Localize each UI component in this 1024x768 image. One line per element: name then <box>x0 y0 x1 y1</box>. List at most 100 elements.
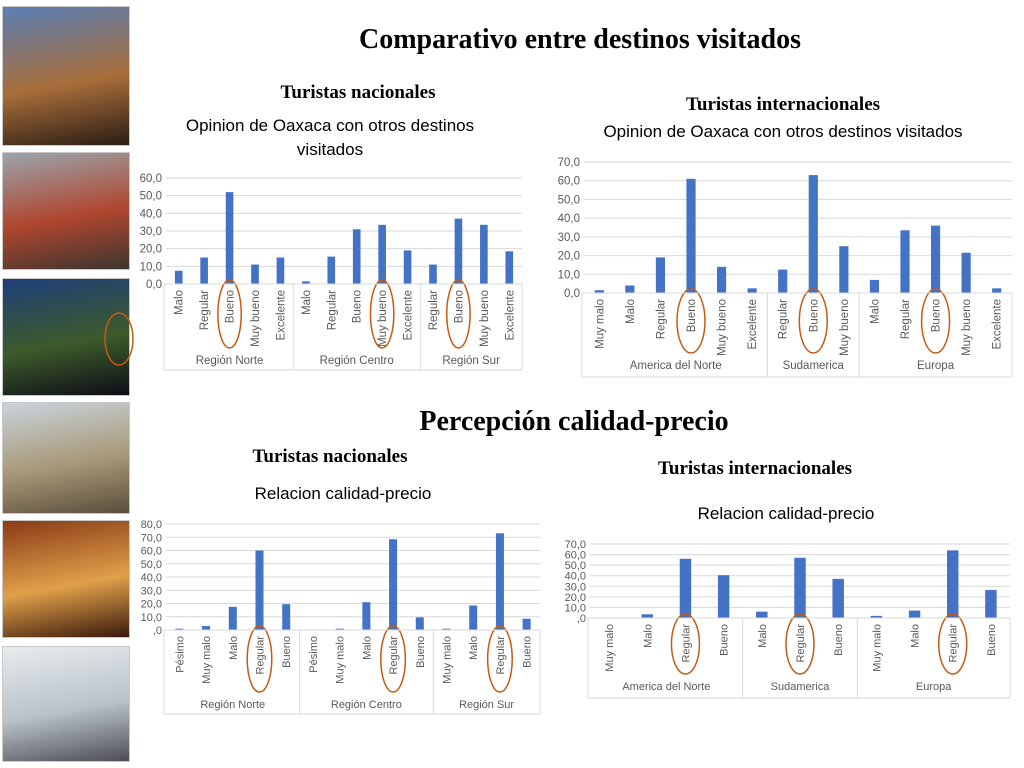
group-label: Sudamerica <box>771 681 831 693</box>
x-tick-label: Regular <box>655 299 667 339</box>
bar <box>378 224 386 284</box>
x-tick-label: Malo <box>228 636 240 660</box>
highlight-circle <box>785 613 815 675</box>
label-turistas-nacionales-1: Turistas nacionales <box>280 82 436 103</box>
x-tick-label: Bueno <box>931 299 943 332</box>
x-tick-label: Muy bueno <box>717 299 729 356</box>
bar <box>403 250 412 284</box>
y-tick-label: 40,0 <box>140 208 162 220</box>
bar <box>228 606 237 630</box>
chart-calidad-nacionales: ,010,020,0 30,040,050,060,0 70,080,0 Pésimo… <box>141 519 541 715</box>
bar <box>747 288 757 293</box>
photo-hotel-room <box>2 520 130 638</box>
x-tick-label: Regular <box>948 624 960 663</box>
group-label: Región Sur <box>459 699 514 711</box>
category-frame <box>587 617 1011 699</box>
group-label: Región Centro <box>331 699 402 711</box>
bar <box>900 230 910 293</box>
bar <box>686 178 696 293</box>
x-tick-label: Excelente <box>504 290 516 341</box>
x-tick-label: Regular <box>255 636 267 675</box>
group-label: Europa <box>917 360 955 372</box>
bar <box>352 229 361 284</box>
bar <box>255 550 264 630</box>
y-tick-label: 60,0 <box>140 173 162 185</box>
group-label: Europa <box>916 681 952 693</box>
y-tick-label: 40,0 <box>558 213 580 225</box>
highlight-circle <box>937 613 968 675</box>
chart-title-opinion-internacionales: Opinion de Oaxaca con otros destinos vis… <box>603 122 963 141</box>
photo-street-crowd <box>2 152 130 270</box>
x-tick-label: Malo <box>642 624 654 648</box>
label-turistas-nacionales-2: Turistas nacionales <box>252 446 408 467</box>
group-label: Región Norte <box>200 699 265 711</box>
y-tick-label: 40,0 <box>141 572 162 584</box>
highlight-circle <box>670 613 701 675</box>
bar <box>522 618 531 630</box>
chart-title-opinion-nacionales: Opinion de Oaxaca con otros destinos vis… <box>185 116 475 159</box>
y-tick-label: 10,0 <box>565 602 586 614</box>
category-frame <box>581 292 1013 378</box>
group-label: America del Norte <box>630 360 722 372</box>
x-tick-label: Muy bueno <box>377 290 389 347</box>
x-tick-label: Muy malo <box>604 624 616 672</box>
bar <box>276 257 285 284</box>
y-tick-label: 70,0 <box>141 532 162 544</box>
x-tick-label: Bueno <box>415 636 427 668</box>
photo-church-plaza <box>2 402 130 514</box>
bar <box>930 225 941 293</box>
bar <box>808 175 818 293</box>
category-frame <box>163 283 523 371</box>
x-tick-label: Malo <box>910 624 922 648</box>
bar <box>870 615 883 618</box>
y-tick-label: 60,0 <box>141 546 162 558</box>
highlight-circle <box>380 625 407 693</box>
main-title-calidad-precio: Percepción calidad-precio <box>419 406 729 437</box>
bar <box>175 628 184 630</box>
x-tick-label: Excelente <box>992 299 1004 350</box>
x-tick-label: Muy bueno <box>839 299 851 356</box>
bar <box>389 539 398 630</box>
y-tick-label: 30,0 <box>140 226 162 238</box>
x-tick-label: Muy malo <box>594 299 606 349</box>
bar <box>362 602 371 630</box>
bar <box>429 264 437 284</box>
bar <box>839 246 849 293</box>
x-tick-label: Bueno <box>453 290 465 323</box>
bar <box>469 605 478 630</box>
bar <box>327 256 336 284</box>
x-tick-label: Malo <box>869 299 881 324</box>
bar <box>641 614 653 618</box>
y-tick-label: 50,0 <box>141 559 162 571</box>
y-tick-label: 20,0 <box>565 592 586 604</box>
x-tick-label: Bueno <box>686 299 698 332</box>
chart-title-calidad-nacionales: Relacion calidad-precio <box>254 484 432 503</box>
x-tick-label: Malo <box>361 636 373 660</box>
bar <box>495 533 504 630</box>
y-tick-label: 20,0 <box>140 244 162 256</box>
y-tick-label: 30,0 <box>558 232 580 244</box>
x-tick-label: Regular <box>680 624 692 663</box>
chart-opinion-internacionales: 0,0 10,0 20,0 30,0 40,0 50,0 60,0 70,0 Muy malo M… <box>558 157 1013 378</box>
bar <box>480 224 488 284</box>
y-tick-label: 10,0 <box>141 612 162 624</box>
x-tick-label: Malo <box>625 299 637 324</box>
label-turistas-internacionales-2: Turistas internacionales <box>657 458 853 479</box>
bar <box>716 266 727 293</box>
bar <box>832 578 844 618</box>
label-turistas-internacionales-1: Turistas internacionales <box>685 94 881 115</box>
chart-opinion-nacionales: 0,0 10,0 20,0 30,0 40,0 50,0 60,0 Malo Regular Bu… <box>140 173 523 371</box>
bar <box>625 285 635 293</box>
y-tick-label: 30,0 <box>141 585 162 597</box>
group-label: America del Norte <box>622 681 710 693</box>
x-tick-label: Bueno <box>281 636 293 668</box>
photo-strip <box>2 6 130 762</box>
group-label: Región Centro <box>320 355 394 367</box>
y-tick-label: 30,0 <box>565 581 586 593</box>
bar <box>335 628 344 630</box>
x-tick-label: Bueno <box>352 290 364 323</box>
main-title-comparativo: Comparativo entre destinos visitados <box>358 24 802 55</box>
bar <box>505 251 514 284</box>
photo-airport-crowd <box>2 646 130 762</box>
highlight-circle <box>369 279 395 349</box>
